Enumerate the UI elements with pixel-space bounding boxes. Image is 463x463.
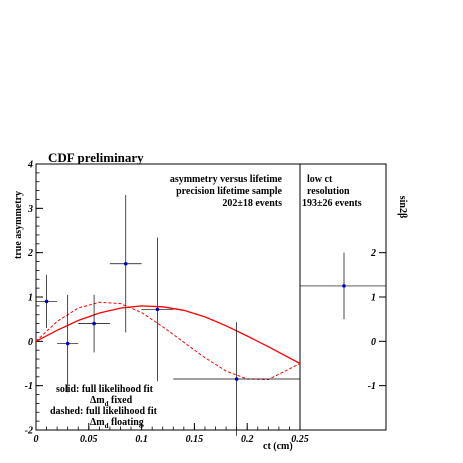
data-point <box>44 299 49 304</box>
x-tick-label: 0.15 <box>186 434 204 445</box>
right-data-point <box>342 284 346 288</box>
data-point <box>234 377 239 381</box>
fit-curve-dashed <box>35 301 301 381</box>
legend-dashed-label: dashed: full likelihood fit <box>50 406 158 417</box>
legend-dashed-index: d <box>105 422 109 430</box>
y-tick-label: 4 <box>27 160 33 171</box>
legend-dashed-sub: Δmd floating <box>90 417 144 430</box>
right-y-axis-title: sin2β <box>397 196 408 219</box>
legend-dashed-rest: floating <box>109 417 144 428</box>
x-axis-title: ct (cm) <box>263 441 293 452</box>
y-tick-label: -1 <box>25 381 33 392</box>
annotation-line-1: asymmetry versus lifetime <box>170 174 283 185</box>
annotation-line-3: 202±18 events <box>222 198 282 209</box>
right-annotation-line-3: 193±26 events <box>302 198 362 209</box>
legend-solid-label: solid: full likelihood fit <box>56 384 154 395</box>
legend-dashed-delta: Δm <box>90 417 105 428</box>
points-layer <box>36 195 386 436</box>
y-tick-label: -2 <box>25 426 33 437</box>
fits-layer <box>35 301 301 381</box>
y-tick-label: 3 <box>27 204 33 215</box>
x-tick-label: 0.1 <box>135 434 148 445</box>
right-y-tick-label: 2 <box>370 248 376 259</box>
fit-curve-solid <box>35 305 301 365</box>
right-y-tick-label: -1 <box>368 381 376 392</box>
right-annotation-line-1: low ct <box>307 174 333 185</box>
x-tick-label: 0.05 <box>80 434 98 445</box>
data-point <box>92 321 96 326</box>
axes-layer: -2 -1 0 1 2 3 4 0 0.05 0.1 0.15 0.2 0.25 -1 0 1 2 <box>25 160 386 445</box>
annotation-line-2: precision lifetime sample <box>176 186 282 197</box>
data-point <box>123 261 128 266</box>
legend-solid-index: d <box>105 400 109 408</box>
y-tick-label: 2 <box>27 248 33 259</box>
data-point <box>155 307 160 312</box>
x-tick-label: 0.2 <box>241 434 254 445</box>
y-axis-title: true asymmetry <box>13 191 24 259</box>
y-tick-label: 0 <box>28 337 33 348</box>
x-tick-label: 0 <box>34 434 39 445</box>
right-y-tick-label: 0 <box>371 337 376 348</box>
legend-solid-sub: Δmd fixed <box>90 395 133 408</box>
data-point <box>65 341 70 346</box>
chart-title: CDF preliminary <box>48 150 144 165</box>
y-tick-label: 1 <box>28 293 33 304</box>
legend-solid-rest: fixed <box>109 395 133 406</box>
right-y-tick-label: 1 <box>371 293 376 304</box>
x-tick-label: 0.25 <box>291 434 309 445</box>
legend-solid-delta: Δm <box>90 395 105 406</box>
right-annotation-line-2: resolution <box>307 186 350 197</box>
